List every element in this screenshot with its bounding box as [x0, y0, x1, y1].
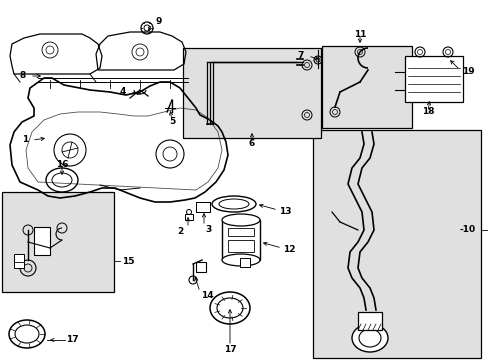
Ellipse shape	[351, 324, 387, 352]
Bar	[227, 240, 253, 252]
Text: 6: 6	[248, 139, 255, 148]
Bar	[357, 312, 381, 330]
Bar	[34, 227, 50, 255]
Bar	[183, 48, 320, 138]
Text: 1: 1	[21, 135, 28, 144]
Ellipse shape	[222, 214, 260, 226]
Text: 5: 5	[168, 117, 175, 126]
Ellipse shape	[358, 329, 380, 347]
Text: 7: 7	[297, 51, 304, 60]
Bar	[321, 46, 411, 128]
Text: -10: -10	[459, 225, 475, 234]
Text: 2: 2	[177, 228, 183, 237]
Bar	[196, 202, 209, 212]
Text: 17: 17	[223, 346, 236, 355]
Bar	[404, 56, 462, 102]
Text: 9: 9	[155, 18, 161, 27]
Bar	[222, 220, 260, 260]
Bar	[227, 228, 253, 236]
Bar	[312, 130, 480, 358]
Bar	[240, 258, 249, 267]
Text: 16: 16	[56, 160, 68, 169]
Text: 18: 18	[421, 107, 433, 116]
Text: 15: 15	[122, 256, 134, 266]
Bar	[196, 262, 205, 272]
Text: 4: 4	[120, 87, 126, 96]
Text: 11: 11	[353, 30, 366, 39]
Bar	[2, 192, 114, 292]
Bar	[14, 254, 24, 268]
Text: 14: 14	[201, 292, 213, 301]
Text: 13: 13	[279, 207, 291, 216]
Text: 12: 12	[283, 246, 295, 255]
Text: 17: 17	[66, 336, 79, 345]
Text: 3: 3	[204, 225, 211, 234]
Text: 19: 19	[461, 68, 474, 77]
Bar	[184, 214, 193, 220]
Text: 8: 8	[20, 72, 26, 81]
Ellipse shape	[222, 254, 260, 266]
